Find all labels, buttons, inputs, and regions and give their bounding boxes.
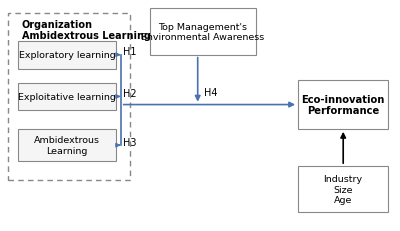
Text: Industry
Size
Age: Industry Size Age [324,175,362,204]
Text: Organization
Ambidextrous Learning: Organization Ambidextrous Learning [22,20,151,41]
FancyBboxPatch shape [298,81,388,129]
Text: Exploitative learning: Exploitative learning [18,93,116,101]
Text: Eco-innovation
Performance: Eco-innovation Performance [301,94,385,116]
Text: H3: H3 [123,137,137,147]
FancyBboxPatch shape [150,9,256,55]
FancyBboxPatch shape [18,129,116,162]
Text: Top Management's
Environmental Awareness: Top Management's Environmental Awareness [141,23,265,42]
Text: H1: H1 [123,47,137,57]
FancyBboxPatch shape [18,83,116,111]
Text: Exploratory learning: Exploratory learning [19,51,115,60]
Text: H4: H4 [204,87,218,97]
Text: Ambidextrous
Learning: Ambidextrous Learning [34,136,100,155]
FancyBboxPatch shape [298,166,388,213]
Text: H2: H2 [123,88,137,99]
FancyBboxPatch shape [18,42,116,69]
